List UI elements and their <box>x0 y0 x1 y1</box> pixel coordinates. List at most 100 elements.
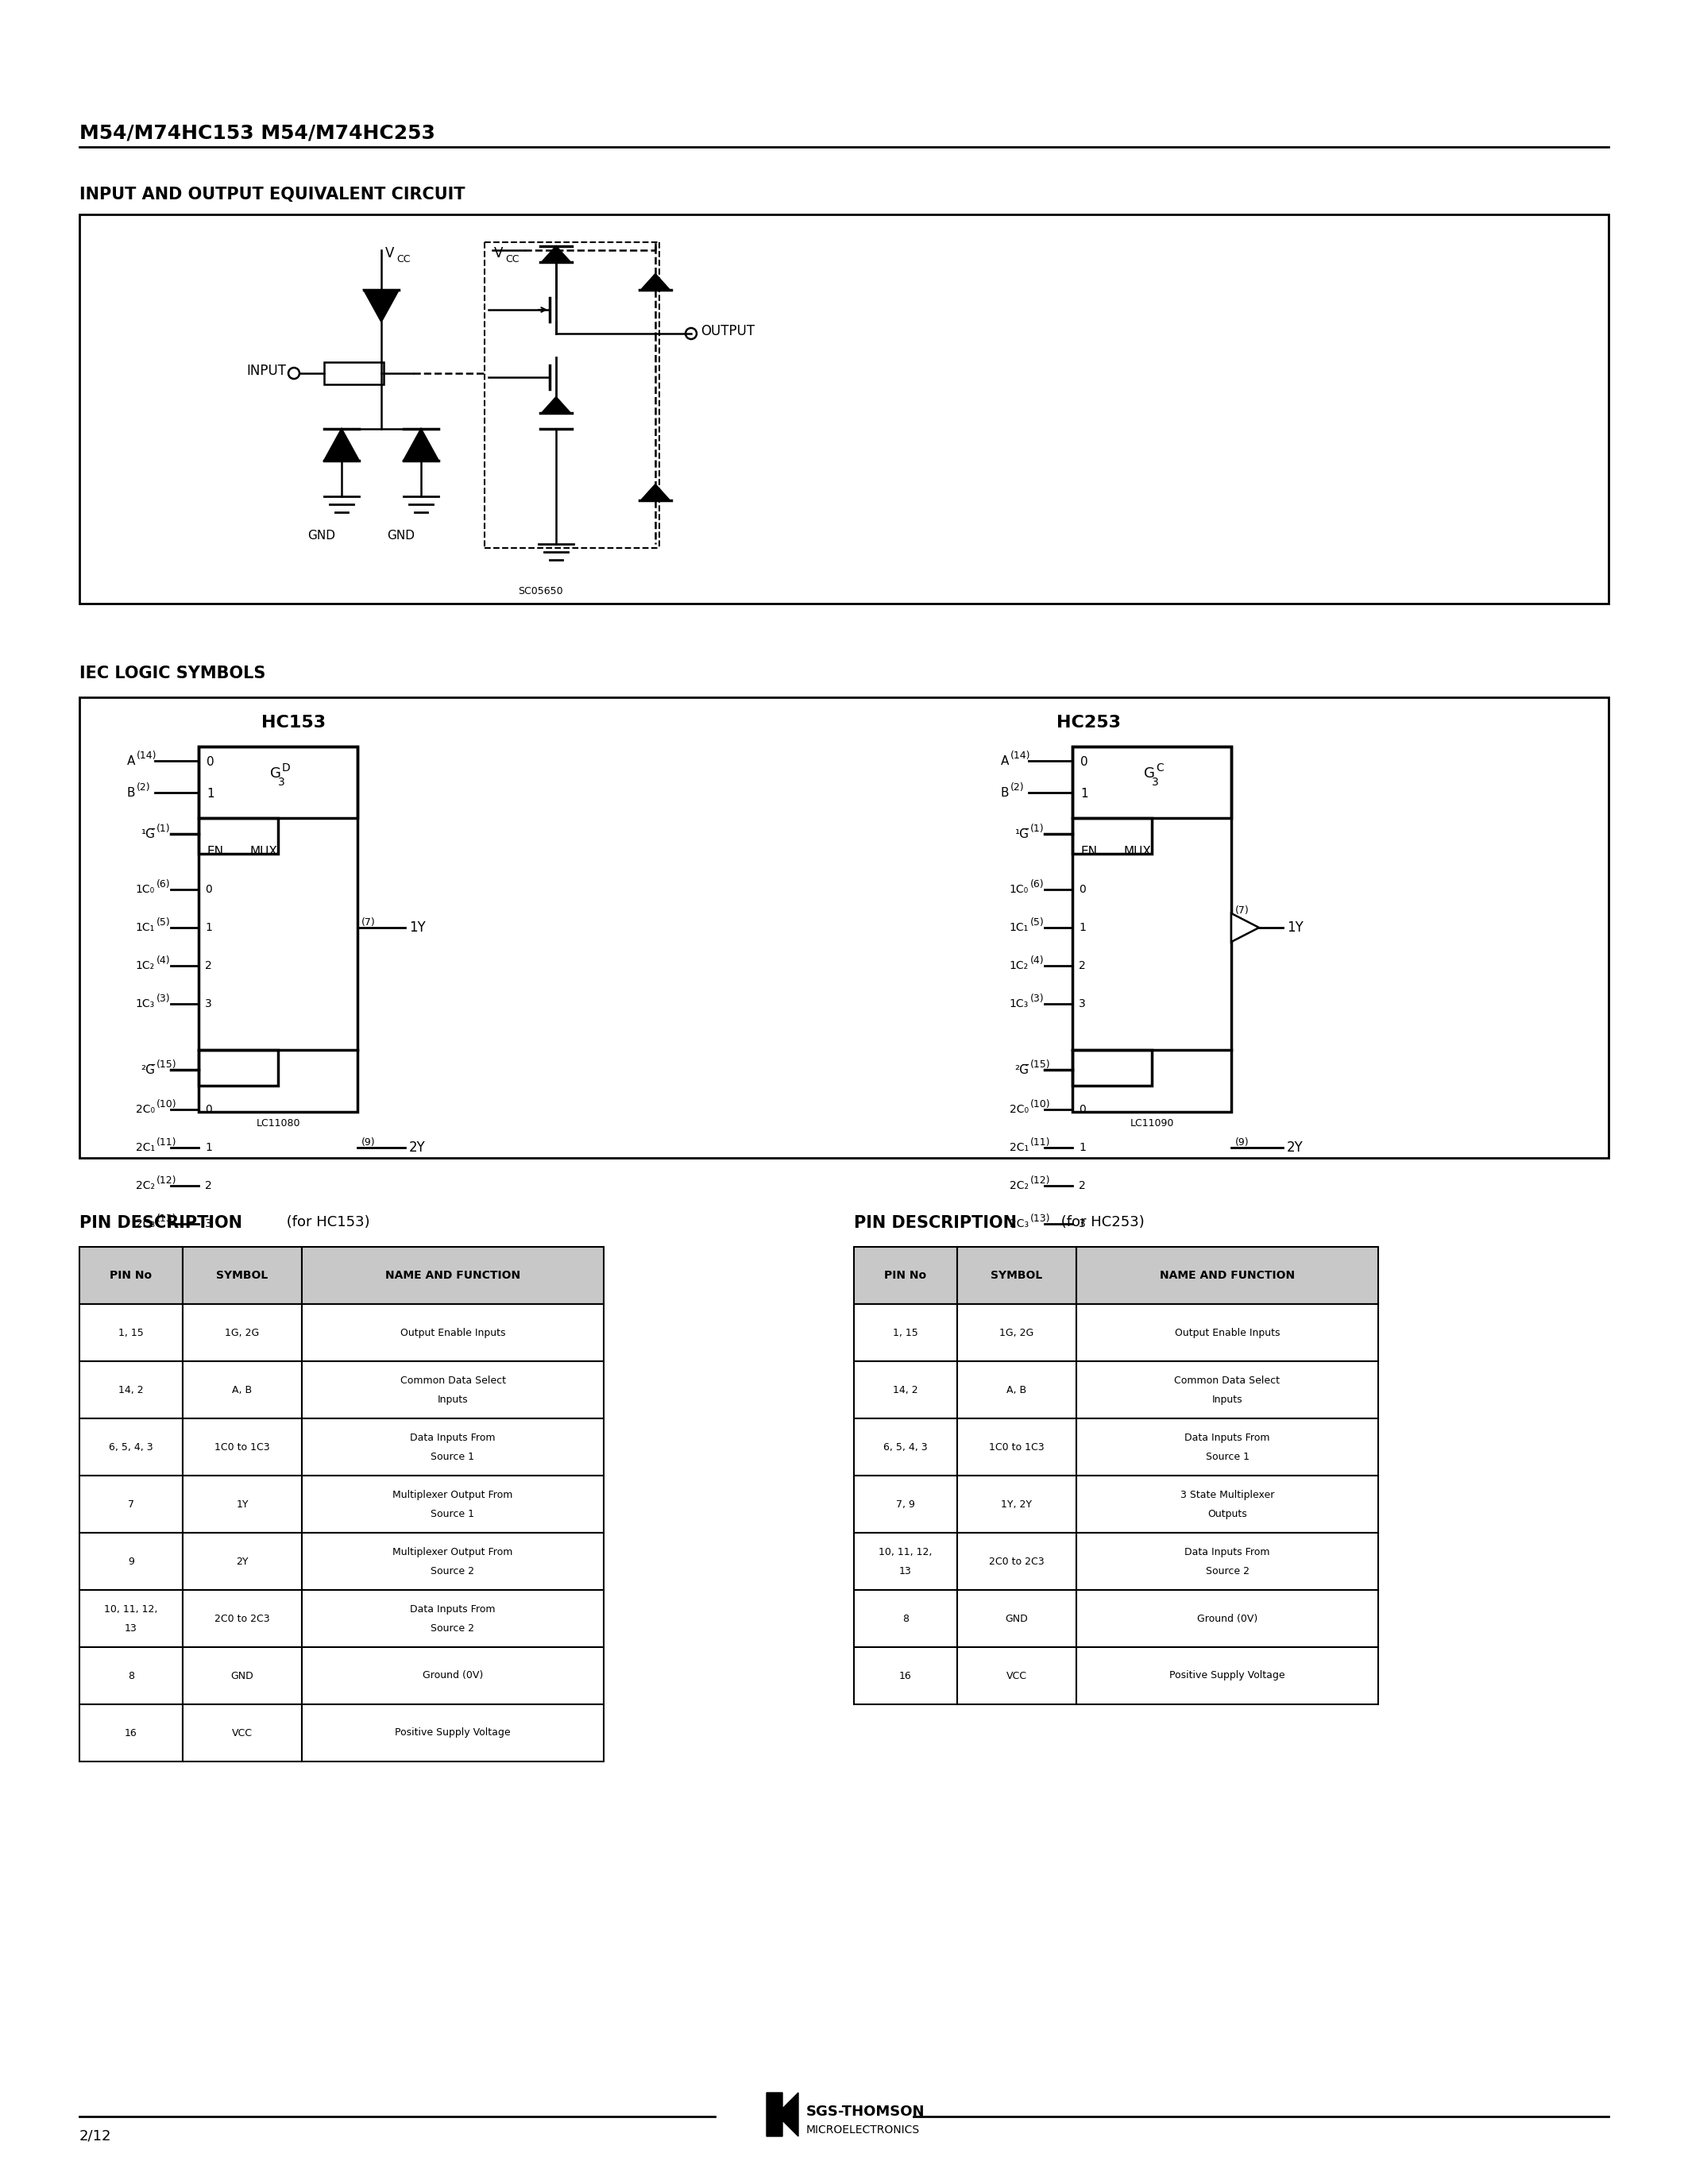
Bar <box>302 1304 604 1361</box>
Text: ¹G̅: ¹G̅ <box>1014 828 1028 841</box>
Text: 1: 1 <box>1079 1142 1085 1153</box>
Text: A, B: A, B <box>1006 1385 1026 1396</box>
Text: 1: 1 <box>1080 788 1089 799</box>
Text: Ground (0V): Ground (0V) <box>1197 1614 1258 1623</box>
Text: (5): (5) <box>157 917 170 928</box>
Text: (15): (15) <box>157 1059 177 1070</box>
Bar <box>182 1304 302 1361</box>
Text: (4): (4) <box>157 954 170 965</box>
Bar <box>302 1533 604 1590</box>
Text: 2Y: 2Y <box>236 1557 248 1566</box>
Text: 3: 3 <box>204 1219 213 1230</box>
Text: IEC LOGIC SYMBOLS: IEC LOGIC SYMBOLS <box>79 666 265 681</box>
Text: V: V <box>385 247 395 260</box>
Circle shape <box>289 367 299 378</box>
Text: 1C0 to 1C3: 1C0 to 1C3 <box>214 1441 270 1452</box>
Text: 1: 1 <box>204 1142 213 1153</box>
Polygon shape <box>324 428 360 461</box>
Text: 1: 1 <box>204 922 213 933</box>
Bar <box>199 747 358 1112</box>
Text: Source 1: Source 1 <box>1205 1452 1249 1461</box>
Text: Source 2: Source 2 <box>1205 1566 1249 1577</box>
Text: 2C0 to 2C3: 2C0 to 2C3 <box>989 1557 1045 1566</box>
Text: 2: 2 <box>1079 1179 1085 1190</box>
Text: 2C₁: 2C₁ <box>1009 1142 1028 1153</box>
Bar <box>854 1533 957 1590</box>
Text: GND: GND <box>1006 1614 1028 1623</box>
Bar <box>182 1647 302 1704</box>
Text: ²G̅: ²G̅ <box>1014 1064 1028 1077</box>
Text: (7): (7) <box>1236 906 1249 915</box>
Text: C: C <box>1156 762 1163 773</box>
Text: 1Y: 1Y <box>1286 919 1303 935</box>
Text: MUX: MUX <box>1124 845 1151 858</box>
Text: G: G <box>270 767 282 780</box>
Text: Multiplexer Output From: Multiplexer Output From <box>393 1489 513 1500</box>
Text: (11): (11) <box>1030 1138 1050 1147</box>
Text: (13): (13) <box>157 1214 177 1223</box>
Text: 3: 3 <box>1151 778 1158 788</box>
Bar <box>1077 1417 1377 1476</box>
Text: (9): (9) <box>361 1138 375 1147</box>
Bar <box>302 1417 604 1476</box>
Text: B: B <box>1001 786 1009 799</box>
Text: 0: 0 <box>1079 1103 1085 1116</box>
Bar <box>199 1051 279 1085</box>
Bar <box>1077 1533 1377 1590</box>
Text: (13): (13) <box>1030 1214 1050 1223</box>
Bar <box>1077 1361 1377 1417</box>
Text: Ground (0V): Ground (0V) <box>422 1671 483 1682</box>
Bar <box>182 1247 302 1304</box>
Text: MUX: MUX <box>250 845 279 858</box>
Polygon shape <box>1231 913 1259 941</box>
Text: M54/M74HC153 M54/M74HC253: M54/M74HC153 M54/M74HC253 <box>79 122 436 142</box>
Text: 0: 0 <box>204 885 213 895</box>
Text: (for HC153): (for HC153) <box>282 1214 370 1230</box>
Text: 3: 3 <box>279 778 285 788</box>
Text: 10, 11, 12,: 10, 11, 12, <box>105 1603 159 1614</box>
Text: 8: 8 <box>128 1671 135 1682</box>
Text: D: D <box>282 762 290 773</box>
Text: GND: GND <box>387 531 415 542</box>
Text: 13: 13 <box>900 1566 912 1577</box>
Text: MICROELECTRONICS: MICROELECTRONICS <box>807 2125 920 2136</box>
Text: NAME AND FUNCTION: NAME AND FUNCTION <box>385 1269 520 1282</box>
Text: (1): (1) <box>157 823 170 834</box>
Text: A, B: A, B <box>233 1385 252 1396</box>
Polygon shape <box>641 485 670 500</box>
Text: SYMBOL: SYMBOL <box>216 1269 268 1282</box>
Text: 2C₁: 2C₁ <box>135 1142 155 1153</box>
Text: NAME AND FUNCTION: NAME AND FUNCTION <box>1160 1269 1295 1282</box>
Text: 2/12: 2/12 <box>79 2129 111 2143</box>
Text: Data Inputs From: Data Inputs From <box>410 1433 496 1444</box>
Text: (1): (1) <box>1030 823 1045 834</box>
Text: EN: EN <box>206 845 223 858</box>
Text: 1Y: 1Y <box>408 919 425 935</box>
Bar <box>79 1590 182 1647</box>
Bar <box>79 697 1609 1158</box>
Bar <box>79 1361 182 1417</box>
Text: CC: CC <box>397 253 410 264</box>
Text: (14): (14) <box>137 751 157 760</box>
Text: SC05650: SC05650 <box>518 585 562 596</box>
Bar <box>302 1247 604 1304</box>
Text: Common Data Select: Common Data Select <box>400 1376 506 1385</box>
Text: Output Enable Inputs: Output Enable Inputs <box>400 1328 505 1339</box>
Bar <box>1077 1247 1377 1304</box>
Text: 3: 3 <box>1079 1219 1085 1230</box>
Text: Inputs: Inputs <box>437 1393 468 1404</box>
Bar <box>854 1304 957 1361</box>
Text: 1C₃: 1C₃ <box>135 998 155 1009</box>
Bar <box>182 1476 302 1533</box>
Text: B: B <box>127 786 135 799</box>
Text: CC: CC <box>505 253 520 264</box>
Text: 2C0 to 2C3: 2C0 to 2C3 <box>214 1614 270 1623</box>
Text: 1Y: 1Y <box>236 1498 248 1509</box>
Text: (11): (11) <box>157 1138 177 1147</box>
Bar <box>1072 747 1231 819</box>
Text: (12): (12) <box>1030 1175 1050 1186</box>
Bar <box>957 1361 1077 1417</box>
Bar <box>79 1417 182 1476</box>
Bar <box>1077 1304 1377 1361</box>
Text: ¹G̅: ¹G̅ <box>140 828 155 841</box>
